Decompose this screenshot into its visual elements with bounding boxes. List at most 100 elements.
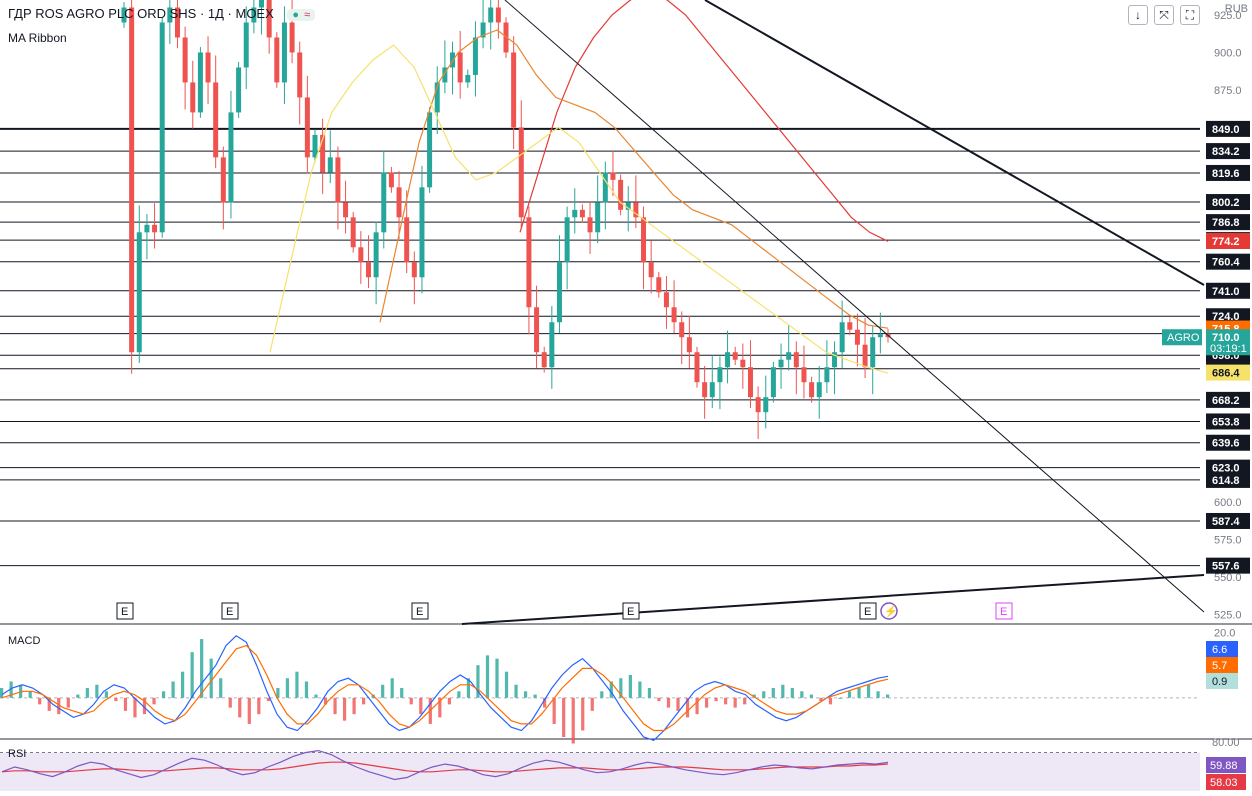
macd-value-label: 6.6	[1212, 644, 1227, 656]
macd-histogram-bar	[66, 697, 70, 708]
candle-body	[702, 382, 708, 398]
macd-histogram-bar	[876, 691, 880, 698]
indicator-label[interactable]: MA Ribbon	[8, 31, 67, 45]
candle-body	[793, 352, 799, 368]
level-label-bg	[1206, 194, 1250, 211]
candle-body	[411, 262, 417, 278]
level-label-bg	[1206, 253, 1250, 270]
candle-body	[335, 157, 341, 203]
macd-histogram-bar	[409, 697, 413, 705]
macd-histogram-bar	[790, 688, 794, 698]
macd-value-bg	[1206, 641, 1238, 657]
candle-body	[587, 217, 593, 233]
resistance-trendline	[704, 0, 1205, 286]
macd-tick-label: 20.0	[1214, 628, 1235, 640]
arrow-down-icon: ↓	[1135, 8, 1141, 22]
earnings-marker	[221, 602, 239, 620]
ma-label: 686.4	[1212, 368, 1240, 380]
level-label: 557.6	[1212, 561, 1240, 573]
macd-histogram-bar	[276, 688, 280, 698]
candle-body	[434, 82, 440, 113]
level-label-bg	[1206, 413, 1250, 430]
macd-histogram-bar	[181, 671, 185, 698]
candle-body	[709, 382, 715, 398]
candle-body	[197, 52, 203, 113]
earnings-marker-label: E	[416, 606, 423, 618]
macd-histogram-bar	[771, 688, 775, 698]
candle-body	[717, 367, 723, 383]
macd-histogram-bar	[95, 684, 99, 698]
macd-histogram-bar	[543, 697, 547, 708]
macd-value-bg	[1206, 673, 1238, 689]
symbol-header[interactable]: ГДР ROS AGRO PLC ORD SHS · 1Д · MOEX ● ≈	[8, 6, 316, 21]
price-tick-label: 575.0	[1214, 535, 1242, 547]
level-label: 800.2	[1212, 197, 1240, 209]
earnings-marker-label: E	[627, 606, 634, 618]
macd-histogram-bar	[704, 697, 709, 708]
level-label: 819.6	[1212, 168, 1240, 180]
candle-body	[251, 7, 257, 23]
macd-histogram-bar	[161, 691, 166, 698]
macd-histogram-bar	[485, 655, 490, 698]
macd-histogram-bar	[133, 697, 137, 718]
status-pill[interactable]: ● ≈	[287, 8, 316, 21]
macd-histogram-bar	[247, 697, 251, 724]
candle-body	[732, 352, 738, 360]
candle-body	[778, 359, 784, 368]
candle-body	[182, 37, 188, 83]
macd-histogram-bar	[619, 678, 623, 698]
level-label-bg	[1206, 459, 1250, 476]
macd-histogram-bar	[285, 678, 290, 698]
macd-histogram-bar	[152, 697, 156, 705]
level-label: 760.4	[1212, 257, 1240, 269]
candle-body	[870, 337, 876, 368]
level-label: 834.2	[1212, 146, 1240, 158]
candle-body	[763, 397, 769, 413]
macd-histogram-bar	[724, 697, 728, 705]
ma-label-bg	[1206, 233, 1250, 250]
fullscreen-button[interactable]: ⛶	[1180, 5, 1200, 25]
macd-histogram-bar	[695, 697, 699, 715]
candle-body	[572, 209, 578, 218]
macd-histogram-bar	[304, 681, 309, 698]
macd-histogram-bar	[38, 697, 42, 705]
candle-body	[144, 224, 150, 233]
candle-body	[679, 322, 685, 338]
price-tick-label: 600.0	[1214, 497, 1242, 509]
macd-label: MACD	[8, 635, 41, 647]
macd-histogram-bar	[47, 697, 51, 711]
rsi-value-label: 59.88	[1210, 760, 1238, 772]
candle-body	[725, 352, 731, 368]
trendline	[504, 0, 1205, 613]
price-tick-label: 525.0	[1214, 610, 1242, 622]
candle-body	[427, 112, 433, 188]
candle-body	[350, 217, 356, 248]
macd-histogram-bar	[800, 691, 804, 698]
signal-line	[1, 644, 889, 732]
candle-body	[839, 322, 845, 353]
candle-body	[801, 367, 807, 383]
candle-body	[526, 217, 532, 308]
candle-body	[312, 134, 318, 158]
candle-body	[633, 202, 639, 218]
level-label-bg	[1206, 471, 1250, 488]
earnings-marker	[995, 602, 1013, 620]
macd-histogram-bar	[685, 697, 690, 718]
macd-histogram-bar	[609, 681, 613, 698]
currency-label[interactable]: RUB	[1224, 3, 1248, 15]
candle-body	[518, 127, 524, 218]
candle-body	[770, 367, 776, 398]
macd-histogram-bar	[638, 681, 642, 698]
macd-histogram-bar	[190, 652, 194, 698]
expand-button[interactable]: ⤧	[1154, 5, 1174, 25]
scale-down-button[interactable]: ↓	[1128, 5, 1148, 25]
level-label-bg	[1206, 308, 1250, 325]
ma-label: 774.2	[1212, 236, 1240, 248]
rsi-band	[0, 752, 1200, 791]
rsi-value-label: 58.03	[1210, 777, 1238, 789]
macd-histogram-bar	[666, 697, 671, 708]
macd-histogram-bar	[676, 697, 680, 711]
level-label-bg	[1206, 120, 1250, 137]
macd-histogram-bar	[142, 697, 147, 715]
